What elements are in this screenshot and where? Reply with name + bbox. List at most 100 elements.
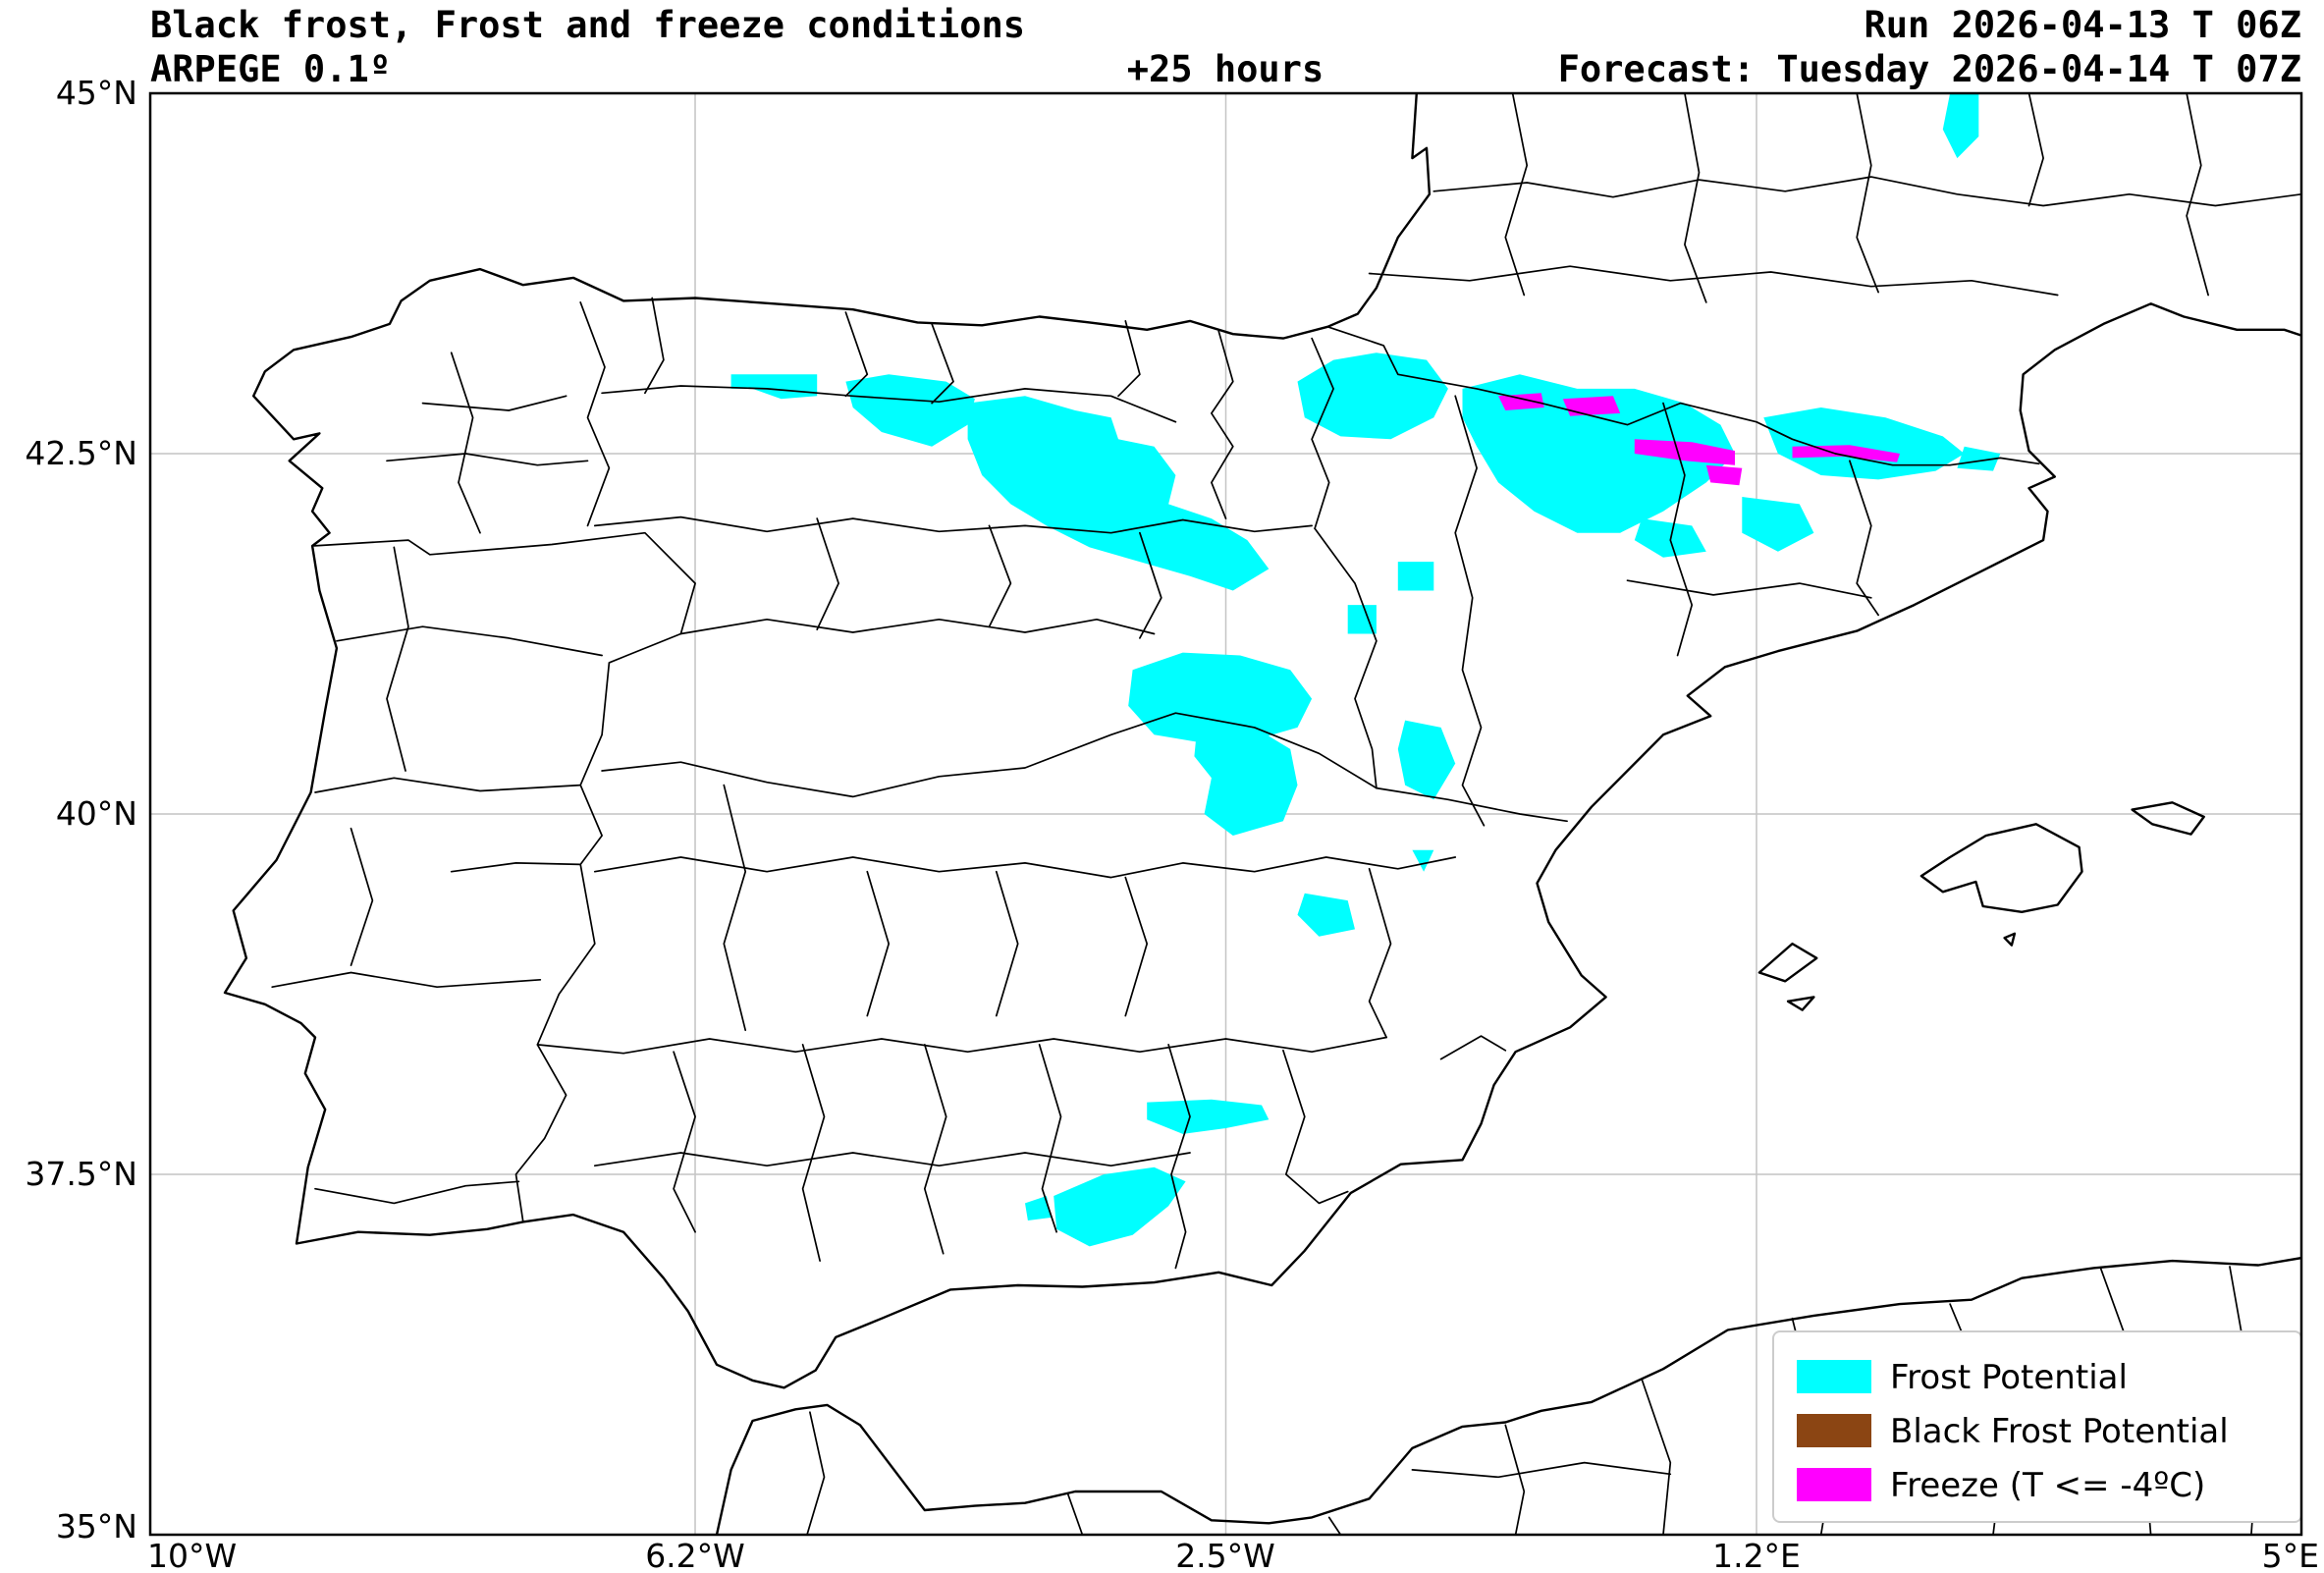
frost-area [1957, 446, 2001, 471]
admin-border [1684, 93, 1707, 303]
admin-border [1411, 1461, 1672, 1479]
admin-border [1432, 176, 2301, 207]
map-layers [223, 93, 2301, 1535]
admin-border [806, 1411, 826, 1535]
admin-border [314, 777, 582, 793]
frost-area [1147, 1099, 1270, 1134]
admin-border [1211, 330, 1234, 519]
admin-border [2027, 93, 2044, 207]
coastline [715, 1256, 2301, 1535]
frost-area [1397, 720, 1456, 800]
admin-border [1167, 1044, 1191, 1270]
admin-border [1368, 265, 2059, 297]
x-tick-label: 1.2°E [1712, 1537, 1801, 1573]
frost-area [1297, 893, 1355, 937]
frost-area [1194, 727, 1298, 836]
admin-border [1311, 337, 1334, 530]
header: Black frost, Frost and freeze conditions… [150, 4, 2301, 90]
coastline [1757, 942, 1818, 983]
admin-border [593, 1152, 1191, 1167]
admin-border [2186, 93, 2209, 297]
y-tick-label: 42.5°N [25, 434, 137, 472]
admin-border [450, 862, 582, 873]
plot-border [148, 91, 2303, 1537]
model-label: ARPEGE 0.1º [150, 48, 391, 90]
frost-area [1397, 562, 1434, 591]
admin-border [579, 301, 611, 527]
coastline [2003, 932, 2017, 947]
admin-border [1504, 93, 1529, 297]
admin-border [679, 618, 1156, 635]
lead-time-label: +25 hours [1127, 48, 1324, 90]
forecast-label: Forecast: Tuesday 2026-04-14 T 07Z [1558, 48, 2301, 90]
admin-border [801, 1044, 826, 1262]
x-tick-label: 5°E [2262, 1537, 2319, 1573]
freeze-area [1562, 396, 1621, 416]
admin-border [1849, 460, 1879, 617]
coastline [1786, 996, 1815, 1011]
admin-border [386, 453, 589, 466]
admin-border [1066, 1493, 1084, 1535]
freeze-area [1792, 445, 1900, 462]
admin-border [673, 1051, 696, 1233]
admin-border [1038, 1044, 1062, 1233]
coastline [1919, 823, 2083, 913]
legend-label-black-frost: Black Frost Potential [1890, 1412, 2229, 1451]
admin-border [723, 784, 747, 1032]
frost-area [1412, 849, 1434, 872]
admin-border [336, 625, 603, 657]
x-tick-label: 10°W [147, 1537, 237, 1573]
coastline [2131, 801, 2205, 836]
admin-border [593, 856, 1457, 879]
y-tick-label: 35°N [56, 1507, 137, 1546]
plot-area: Frost Potential Black Frost Potential Fr… [150, 93, 2301, 1535]
freeze-area [1705, 464, 1743, 486]
admin-border [1504, 1424, 1526, 1535]
frost-area [1128, 652, 1313, 742]
frost-area [1942, 93, 1979, 159]
frost-area [1763, 407, 1965, 480]
admin-border [1124, 876, 1149, 1017]
admin-border [1368, 867, 1392, 1039]
legend-swatch-black-frost [1797, 1414, 1871, 1447]
y-tick-label: 37.5°N [25, 1155, 137, 1193]
admin-border [350, 827, 374, 966]
frost-area [1347, 605, 1377, 634]
admin-border [1626, 579, 1872, 599]
figure-title: Black frost, Frost and freeze conditions [150, 4, 1025, 46]
frost-area [1054, 1166, 1186, 1247]
admin-border [1454, 395, 1486, 827]
admin-border [1326, 325, 2040, 466]
admin-border [421, 395, 567, 411]
legend-swatch-frost [1797, 1360, 1871, 1393]
admin-border [536, 1036, 1387, 1055]
admin-border [593, 515, 1313, 534]
freeze-area [1634, 439, 1735, 465]
admin-border [988, 524, 1012, 628]
admin-border [866, 870, 891, 1017]
x-tick-label: 2.5°W [1175, 1537, 1275, 1573]
admin-border [1282, 1049, 1349, 1205]
legend-label-freeze: Freeze (T <= -4ºC) [1890, 1466, 2205, 1505]
frost-area [1742, 497, 1814, 552]
admin-border [644, 297, 665, 395]
admin-border [816, 517, 839, 630]
frost-area [1297, 353, 1448, 440]
admin-border [601, 385, 1177, 423]
legend: Frost Potential Black Frost Potential Fr… [1772, 1330, 2301, 1523]
admin-border [450, 352, 481, 534]
admin-border [1376, 786, 1568, 823]
admin-border [386, 546, 409, 772]
frost-area [1025, 1196, 1052, 1220]
admin-border [1439, 1035, 1507, 1060]
admin-border [601, 712, 1378, 798]
y-tick-label: 45°N [56, 74, 137, 112]
admin-border [1327, 1516, 1342, 1535]
x-axis-ticks: 10°W 6.2°W 2.5°W 1.2°E 5°E [147, 1537, 2319, 1573]
admin-border [923, 1044, 947, 1255]
admin-border [314, 1180, 520, 1205]
admin-border [844, 311, 869, 398]
legend-label-frost: Frost Potential [1890, 1358, 2128, 1397]
